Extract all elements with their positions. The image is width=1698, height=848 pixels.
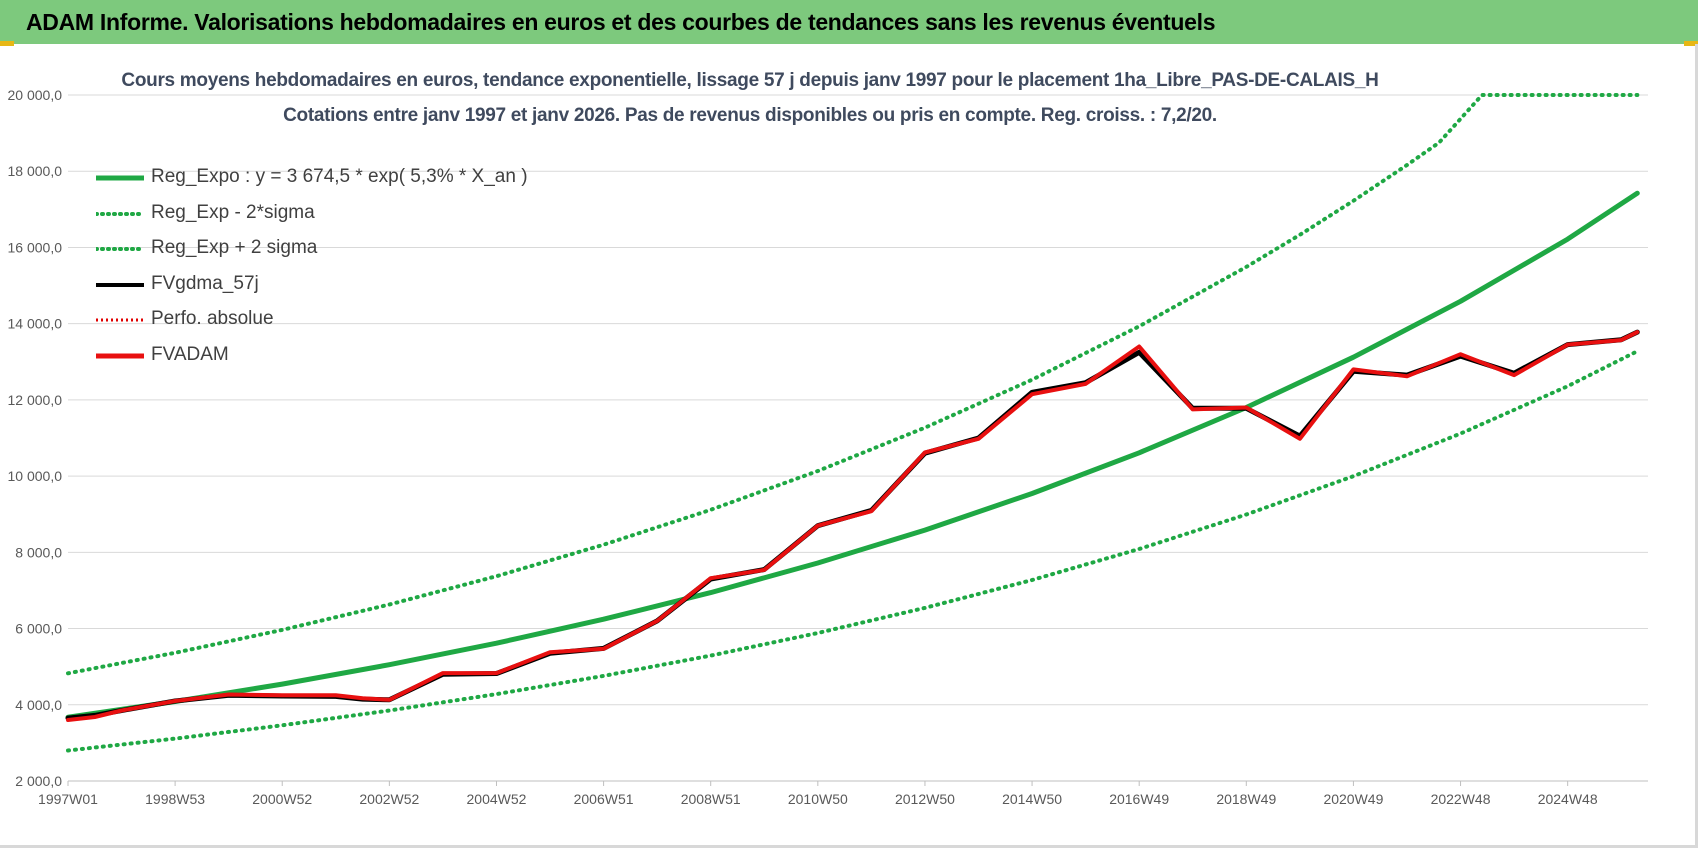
y-tick-label: 18 000,0 (8, 163, 63, 179)
y-tick-label: 14 000,0 (8, 316, 63, 332)
legend-label: Reg_Exp - 2*sigma (151, 201, 315, 223)
chart-title: Cours moyens hebdomadaires en euros, ten… (121, 70, 1379, 91)
y-tick-label: 12 000,0 (8, 392, 63, 408)
x-tick-label: 2014W50 (1002, 791, 1062, 807)
x-tick-label: 2000W52 (252, 791, 312, 807)
legend-label: FVgdma_57j (151, 272, 259, 294)
chart-subtitle: Cotations entre janv 1997 et janv 2026. … (283, 105, 1217, 126)
x-tick-label: 2006W51 (574, 791, 634, 807)
x-tick-label: 2018W49 (1216, 791, 1276, 807)
legend-label: Reg_Expo : y = 3 674,5 * exp( 5,3% * X_a… (151, 166, 528, 187)
x-tick-label: 2010W50 (788, 791, 848, 807)
corner-marker-left (0, 41, 14, 46)
legend-label: Reg_Exp + 2 sigma (151, 237, 318, 258)
series-fvgdma (65, 329, 1640, 721)
y-axis-ticks: 2 000,0 4 000,0 6 000,0 8 000,0 10 000,0 12 0… (8, 87, 63, 789)
x-tick-label: 2002W52 (359, 791, 419, 807)
x-tick-label: 2016W49 (1109, 791, 1169, 807)
report-banner: ADAM Informe. Valorisations hebdomadaire… (0, 0, 1698, 44)
x-tick-label: 2024W48 (1538, 791, 1598, 807)
legend-label: Perfo. absolue (151, 308, 274, 329)
x-tick-label: 1997W01 (38, 791, 98, 807)
x-tick-label: 2020W49 (1323, 791, 1383, 807)
series-reg-exp-plus (66, 93, 1640, 676)
y-tick-label: 6 000,0 (15, 621, 62, 637)
y-tick-label: 10 000,0 (8, 468, 63, 484)
grid-lines (68, 94, 1648, 782)
legend-label: FVADAM (151, 343, 229, 365)
legend-swatch-reg-exp-minus (96, 211, 146, 216)
y-tick-label: 8 000,0 (15, 544, 62, 560)
x-tick-label: 1998W53 (145, 791, 205, 807)
series-reg-expo (65, 190, 1640, 720)
legend-swatch-reg-exp-plus (96, 247, 146, 251)
report-title: ADAM Informe. Valorisations hebdomadaire… (26, 9, 1216, 35)
y-tick-label: 20 000,0 (8, 87, 63, 103)
x-tick-label: 2012W50 (895, 791, 955, 807)
x-tick-label: 2004W52 (467, 791, 527, 807)
x-tick-label: 2022W48 (1431, 791, 1491, 807)
x-tick-label: 2008W51 (681, 791, 741, 807)
legend-swatch-reg-expo (96, 175, 144, 181)
legend-swatch-fvadam (96, 353, 144, 358)
series-perfo-absolue (67, 331, 1638, 721)
series-lines (65, 93, 1640, 753)
legend-swatch-fvgdma (96, 282, 144, 287)
series-reg-exp-minus (66, 349, 1640, 753)
corner-marker-right (1684, 41, 1698, 46)
legend-swatch-perfo (96, 318, 144, 322)
series-fvadam (66, 330, 1640, 722)
chart-frame (0, 44, 1698, 848)
y-tick-label: 4 000,0 (15, 697, 62, 713)
y-tick-label: 16 000,0 (8, 239, 63, 255)
x-axis-ticks: 1997W01 1998W53 2000W52 2002W52 2004W52 2006W… (38, 781, 1598, 807)
y-tick-label: 2 000,0 (15, 773, 62, 789)
